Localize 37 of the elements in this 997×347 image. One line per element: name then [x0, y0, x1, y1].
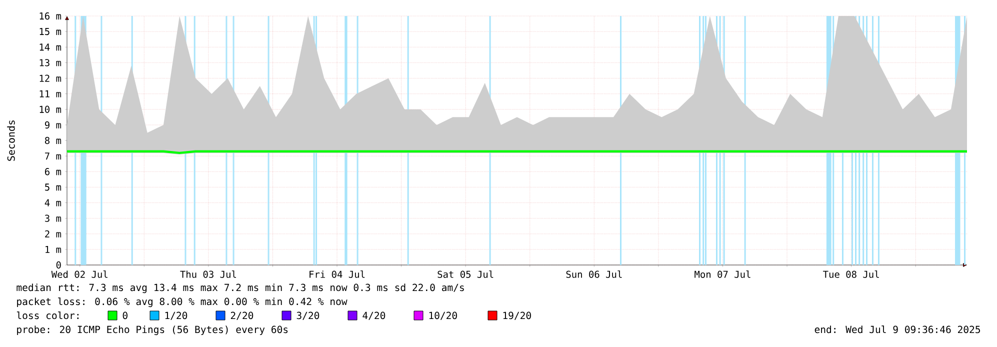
y-tick-label: 11 m [40, 90, 62, 98]
y-tick-label: 5 m [45, 184, 62, 191]
text: median rtt: 7.3 ms avg 13.4 ms max 7.2 ms min 7.3 ms now 0.3 ms sd 22.0 am/s [16, 284, 464, 294]
y-tick-label: 1 m [46, 246, 62, 253]
y-tick-label: 16 m [40, 12, 62, 20]
legend-label: 4/20 [362, 312, 386, 320]
y-tick-label: 8 m [45, 136, 62, 144]
y-axis-title: Seconds [7, 120, 15, 161]
legend-label: 1/20 [165, 312, 188, 320]
text: end: Wed Jul 9 09:36:46 2025 [814, 326, 980, 334]
y-tick-label: 6 m [45, 168, 62, 176]
legend-label: 0 [122, 312, 128, 320]
legend-label: 3/20 [296, 312, 320, 320]
y-tick-label: 13 m [40, 59, 62, 66]
y-tick-label: 0 [56, 261, 61, 269]
legend-title: loss color: [16, 312, 79, 320]
x-tick-label: Mon 07 Jul [694, 270, 750, 278]
x-tick-label: Sun 06 Jul [566, 270, 622, 278]
y-tick-label: 10 m [40, 106, 62, 113]
y-tick-label: 7 m [45, 152, 62, 160]
x-tick-label: Tue 08 Jul [823, 270, 879, 278]
x-tick-label: Fri 04 Jul [310, 270, 365, 278]
y-tick-label: 4 m [44, 199, 62, 206]
legend-label: 10/20 [429, 312, 457, 320]
y-tick-label: 2 m [45, 230, 62, 238]
text: packet loss: 0.06 % avg 8.00 % max 0.00 % min 0.42 % now [17, 298, 348, 308]
y-tick-label: 9 m [44, 121, 62, 129]
legend-label: 19/20 [503, 312, 531, 320]
y-tick-label: 12 m [40, 74, 62, 82]
x-tick-label: Wed 02 Jul [51, 270, 108, 278]
y-tick-label: 14 m [40, 44, 62, 51]
x-tick-label: Thu 03 Jul [180, 270, 236, 278]
legend-label: 2/20 [230, 312, 254, 320]
y-tick-label: 3 m [45, 214, 62, 222]
y-tick-label: 15 m [40, 28, 62, 36]
x-tick-label: Sat 05 Jul [438, 270, 494, 278]
text: probe: 20 ICMP Echo Pings (56 Bytes) every 60s [17, 326, 288, 336]
